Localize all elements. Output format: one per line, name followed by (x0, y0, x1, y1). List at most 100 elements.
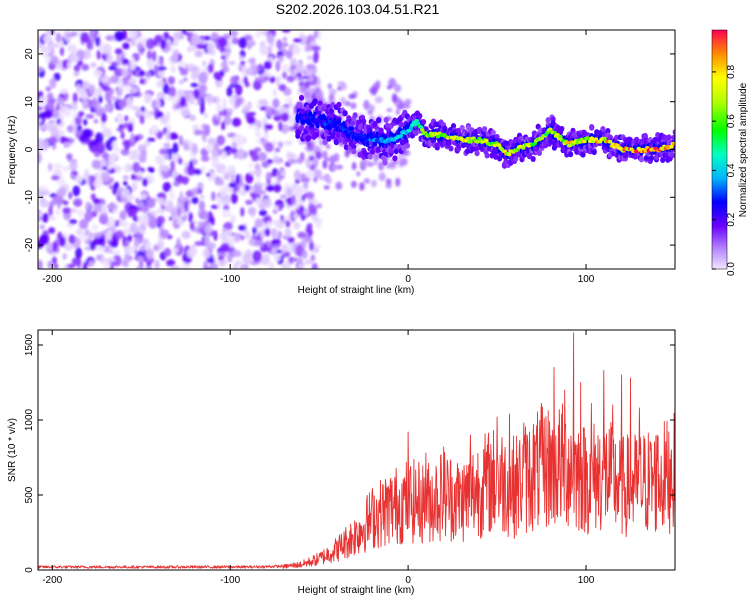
spectrogram-noise-cell (88, 260, 95, 267)
spectrogram-noise-cell (215, 76, 223, 81)
spectrogram-noise-cell (190, 82, 199, 88)
spectrogram-noise-cell (299, 86, 306, 93)
spectrogram-noise-cell (300, 172, 307, 183)
spectrogram-noise-cell (107, 203, 117, 211)
spectrogram-noise-cell (303, 180, 308, 190)
spectrogram-noise-cell (273, 183, 282, 193)
spectrogram-noise-cell (167, 86, 176, 98)
spectrogram-ridge-core (565, 140, 570, 145)
spectrogram-noise-cell (363, 178, 371, 184)
spectrogram-noise-cell (255, 197, 261, 206)
spectrogram-noise-cell (111, 140, 118, 149)
spectrogram-noise-cell (264, 124, 273, 130)
spectrogram-noise-cell (139, 78, 145, 85)
spectrogram-noise-cell (222, 204, 230, 211)
spectrogram-noise-cell (315, 151, 322, 160)
spectrogram-ridge-core (615, 143, 620, 148)
spectrogram-noise-cell (104, 91, 112, 103)
spectrogram-noise-cell (84, 168, 89, 178)
spectrogram-noise-cell (156, 215, 165, 225)
spectrogram-noise-cell (247, 42, 252, 50)
spectrogram-noise-cell (38, 259, 43, 269)
spectrogram-noise-cell (142, 177, 149, 187)
spectrogram-noise-cell (274, 147, 281, 153)
spectrogram-noise-cell (155, 98, 161, 110)
spectrogram-noise-cell (227, 165, 237, 176)
spectrogram-noise-cell (277, 141, 284, 149)
spectrogram-noise-cell (103, 245, 110, 253)
spectrogram-noise-cell (263, 75, 269, 82)
spectrogram-noise-cell (306, 223, 313, 230)
spectrogram-noise-cell (118, 220, 124, 226)
spectrogram-ridge-halo (351, 143, 357, 150)
spectrogram-noise-cell (73, 71, 80, 77)
spectrogram-noise-cell (328, 88, 337, 95)
spectrogram-noise-cell (139, 114, 145, 125)
spectrogram-noise-cell (154, 64, 159, 76)
spectrogram-noise-cell (144, 92, 153, 104)
spectrogram-noise-cell (259, 44, 270, 56)
spectrogram-ridge-halo (369, 148, 376, 155)
spectrogram-noise-cell (123, 245, 134, 256)
spectrogram-noise-cell (130, 36, 137, 47)
spectrogram-noise-cell (136, 265, 143, 269)
spectrogram-noise-cell (245, 172, 254, 184)
spectrogram-noise-cell (297, 231, 307, 239)
spectrogram-noise-cell (93, 119, 99, 124)
spectrogram-noise-cell (185, 93, 191, 103)
spectrogram-noise-cell (51, 175, 60, 181)
spectrogram-noise-cell (68, 219, 78, 225)
spectrogram-noise-cell (257, 63, 264, 72)
spectrogram-noise-cell (116, 115, 125, 124)
spectrogram-noise-cell (163, 142, 171, 149)
spectrogram-noise-cell (312, 52, 319, 64)
spectrogram-noise-cell (122, 122, 130, 129)
spectrogram-ridge-halo (589, 124, 595, 131)
spectrogram-noise-cell (238, 224, 247, 231)
spectrogram-ridge-halo (386, 127, 392, 134)
spectrogram-noise-cell (215, 105, 225, 113)
spectrogram-noise-cell (156, 66, 167, 71)
spectrogram-noise-cell (306, 63, 315, 70)
spectrogram-noise-cell (99, 213, 107, 225)
spectrogram-xtick-label: 0 (405, 274, 411, 285)
spectrogram-noise-cell (290, 64, 297, 70)
spectrogram-noise-cell (81, 63, 90, 71)
spectrogram-ylabel: Frequency (Hz) (7, 116, 18, 185)
spectrogram-noise-cell (235, 138, 245, 147)
spectrogram-noise-cell (266, 159, 274, 164)
spectrogram-noise-cell (128, 30, 138, 39)
spectrogram-noise-cell (285, 97, 291, 104)
spectrogram-noise-cell (42, 34, 53, 44)
spectrogram-ridge (295, 94, 675, 169)
spectrogram-noise-cell (296, 157, 303, 165)
spectrogram-noise-cell (349, 102, 357, 109)
spectrogram-noise-cell (309, 164, 316, 171)
spectrogram-noise-cell (38, 124, 45, 131)
spectrogram-ridge-halo (474, 150, 480, 157)
spectrogram-noise-cell (154, 259, 160, 269)
spectrogram-noise-cell (257, 120, 262, 129)
spectrogram-xlabel: Height of straight line (km) (298, 285, 415, 296)
spectrogram-noise-cell (109, 96, 119, 102)
spectrogram-noise-cell (183, 142, 190, 151)
spectrogram-noise-cell (223, 116, 232, 126)
spectrogram-noise-cell (229, 147, 238, 154)
spectrogram-noise-cell (193, 124, 200, 131)
spectrogram-noise-cell (257, 152, 268, 162)
spectrogram-noise-cell (307, 55, 313, 60)
spectrogram-noise-cell (145, 38, 155, 50)
spectrogram-ridge-core (521, 146, 526, 150)
spectrogram-noise-cell (91, 224, 99, 231)
spectrogram-noise-cell (72, 123, 78, 134)
spectrogram-noise-cell (247, 124, 257, 130)
spectrogram-ridge-halo (484, 152, 490, 159)
spectrogram-noise-cell (98, 95, 103, 104)
spectrogram-noise-cell (41, 212, 49, 223)
spectrogram-noise-cell (121, 68, 129, 77)
spectrogram-ridge-halo (381, 154, 387, 161)
spectrogram-noise-cell (318, 175, 324, 181)
spectrogram-noise-cell (101, 113, 107, 123)
spectrogram-noise-cell (297, 263, 305, 269)
spectrogram-noise-cell (140, 193, 148, 200)
